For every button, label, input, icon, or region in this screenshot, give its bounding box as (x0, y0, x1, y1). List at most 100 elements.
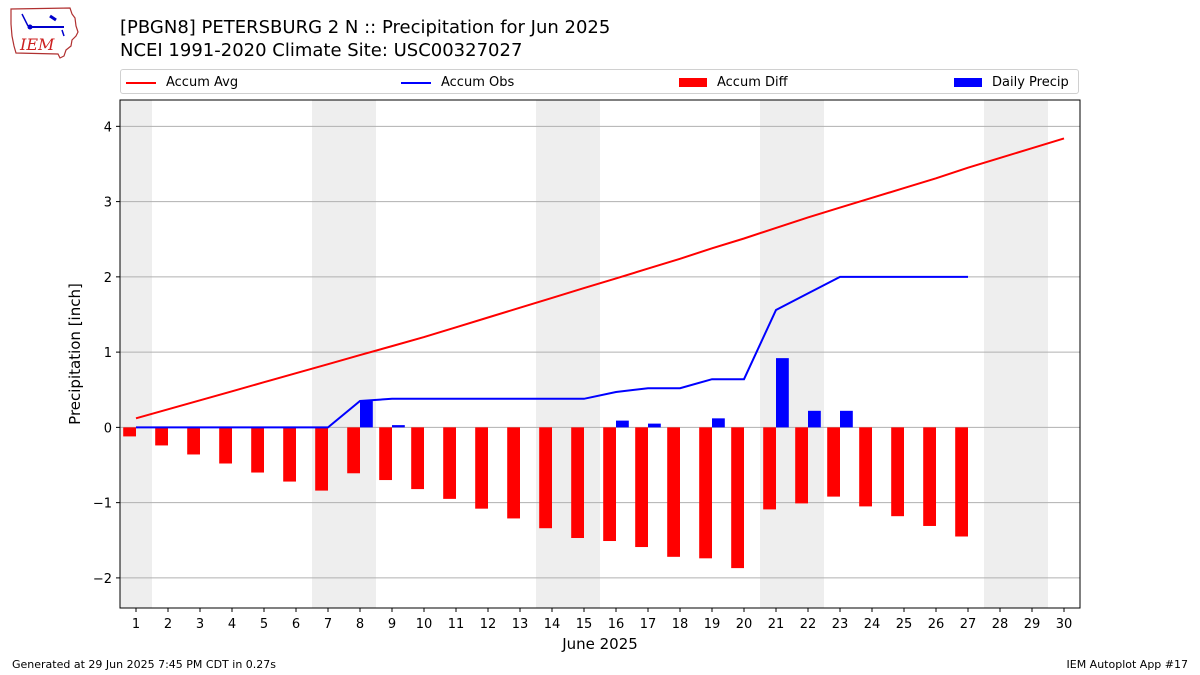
x-tick-label: 16 (608, 617, 625, 632)
daily-precip-bar (392, 425, 405, 428)
accum-diff-bar (571, 427, 584, 539)
x-tick-label: 13 (512, 617, 529, 632)
legend-label-daily-precip: Daily Precip (992, 75, 1069, 90)
y-tick-label: 3 (104, 196, 112, 211)
daily-precip-bar (840, 410, 853, 428)
accum-diff-bar (955, 427, 968, 537)
accum-diff-bar (923, 427, 936, 526)
footer-app-text: IEM Autoplot App #17 (1066, 658, 1189, 671)
x-tick-label: 9 (388, 617, 396, 632)
x-tick-label: 26 (928, 617, 945, 632)
accum-diff-bar (283, 427, 296, 482)
y-axis-label: Precipitation [inch] (66, 283, 84, 425)
accum-diff-bar (315, 427, 328, 491)
legend-swatch-daily-precip (954, 78, 982, 87)
daily-precip-bar (616, 420, 629, 428)
accum-diff-bar (187, 427, 200, 455)
x-tick-label: 19 (704, 617, 721, 632)
y-tick-label: −2 (93, 572, 112, 587)
x-tick-label: 6 (292, 617, 300, 632)
x-tick-label: 3 (196, 617, 204, 632)
x-tick-label: 7 (324, 617, 332, 632)
chart-legend: Accum Avg Accum Obs Accum Diff Daily Pre… (120, 69, 1079, 94)
x-tick-label: 20 (736, 617, 753, 632)
x-tick-label: 21 (768, 617, 785, 632)
accum-diff-bar (827, 427, 840, 497)
x-tick-label: 14 (544, 617, 561, 632)
accum-diff-bar (603, 427, 616, 542)
x-tick-label: 22 (800, 617, 817, 632)
accum-diff-bar (379, 427, 392, 481)
accum-diff-bar (507, 427, 520, 519)
accum-diff-bar (859, 427, 872, 507)
accum-diff-bar (667, 427, 680, 557)
daily-precip-bar (808, 410, 821, 428)
x-tick-label: 27 (960, 617, 977, 632)
daily-precip-bar (712, 418, 725, 428)
accum-diff-bar (219, 427, 232, 464)
legend-label-accum-obs: Accum Obs (441, 75, 515, 90)
weekend-shade (984, 100, 1048, 608)
x-tick-label: 4 (228, 617, 236, 632)
accum-avg-line (135, 137, 1065, 420)
x-tick-label: 10 (416, 617, 433, 632)
accum-diff-bar (347, 427, 360, 474)
legend-swatch-accum-avg (126, 81, 156, 84)
weekend-shade (536, 100, 600, 608)
accum-diff-bar (443, 427, 456, 499)
plot-frame (119, 99, 1081, 609)
x-tick-label: 17 (640, 617, 657, 632)
legend-item-daily-precip: Daily Precip (954, 70, 1069, 95)
footer-generated-text: Generated at 29 Jun 2025 7:45 PM CDT in … (12, 658, 277, 671)
accum-obs-line (136, 275, 968, 429)
x-tick-label: 5 (260, 617, 268, 632)
iem-logo: IEM (8, 6, 82, 64)
accum-diff-bar (123, 427, 136, 437)
legend-item-accum-avg: Accum Avg (126, 70, 238, 95)
legend-swatch-accum-diff (679, 78, 707, 87)
accum-diff-bar (731, 427, 744, 569)
daily-precip-bar (776, 358, 789, 428)
accum-diff-bar (251, 427, 264, 473)
legend-item-accum-diff: Accum Diff (679, 70, 788, 95)
x-tick-label: 24 (864, 617, 881, 632)
x-tick-label: 29 (1024, 617, 1041, 632)
accum-diff-bar (891, 427, 904, 517)
x-tick-label: 8 (356, 617, 364, 632)
accum-diff-bar (635, 427, 648, 548)
x-tick-label: 25 (896, 617, 913, 632)
chart-subtitle: NCEI 1991-2020 Climate Site: USC00327027 (120, 40, 523, 61)
y-tick-label: 2 (104, 271, 112, 286)
chart-title: [PBGN8] PETERSBURG 2 N :: Precipitation … (120, 17, 611, 38)
y-tick-label: 1 (104, 346, 112, 361)
legend-item-accum-obs: Accum Obs (401, 70, 514, 95)
y-tick-label: 0 (104, 421, 112, 436)
accum-diff-bar (539, 427, 552, 529)
accum-diff-bar (763, 427, 776, 510)
x-tick-label: 18 (672, 617, 689, 632)
x-tick-label: 23 (832, 617, 849, 632)
x-tick-label: 1 (132, 617, 140, 632)
x-tick-label: 28 (992, 617, 1009, 632)
weekend-shade (120, 100, 152, 608)
y-tick-label: 4 (104, 120, 112, 135)
weekend-shade (760, 100, 824, 608)
accum-diff-bar (155, 427, 168, 446)
accum-diff-bar (699, 427, 712, 559)
legend-label-accum-diff: Accum Diff (717, 75, 788, 90)
x-axis-label: June 2025 (561, 635, 638, 653)
accum-diff-bar (795, 427, 808, 504)
x-tick-label: 11 (448, 617, 465, 632)
logo-text: IEM (19, 35, 55, 54)
y-tick-label: −1 (93, 497, 112, 512)
x-tick-label: 30 (1056, 617, 1073, 632)
x-tick-label: 12 (480, 617, 497, 632)
x-tick-label: 15 (576, 617, 593, 632)
accum-diff-bar (411, 427, 424, 490)
daily-precip-bar (360, 401, 373, 428)
daily-precip-bar (648, 423, 661, 428)
legend-label-accum-avg: Accum Avg (166, 75, 239, 90)
x-tick-label: 2 (164, 617, 172, 632)
legend-swatch-accum-obs (401, 81, 431, 84)
